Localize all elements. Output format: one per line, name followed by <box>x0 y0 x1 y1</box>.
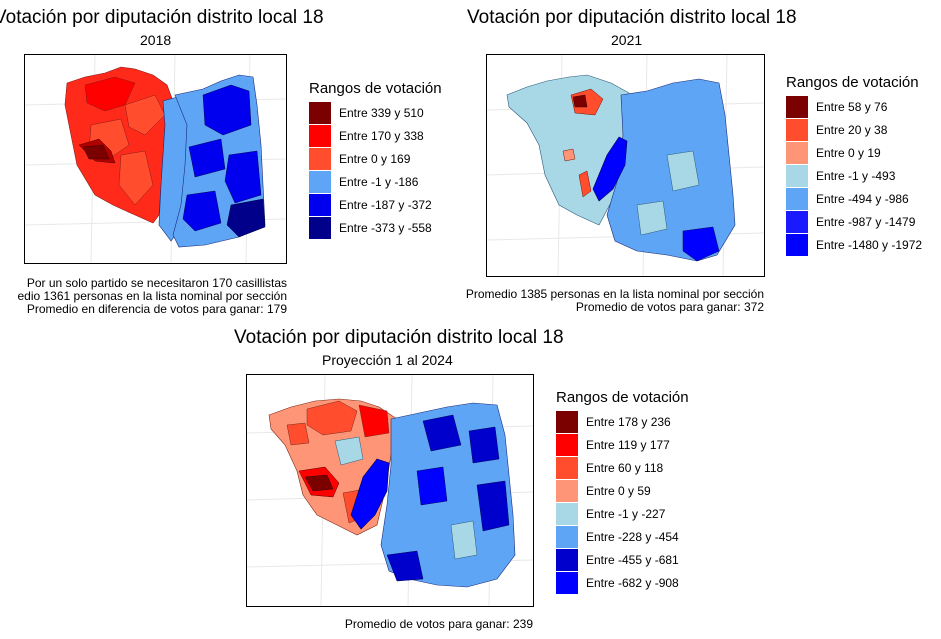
map-2018-caption-line: edio 1361 personas en la lista nominal p… <box>17 289 287 303</box>
map-2024-section <box>286 422 310 446</box>
legend-label: Entre 178 y 236 <box>586 415 671 429</box>
map-2018-title: Votación por diputación distrito local 1… <box>0 7 324 28</box>
map-2024-section <box>304 474 334 492</box>
legend-label: Entre 119 y 177 <box>586 438 670 452</box>
legend-label: Entre 339 y 510 <box>339 106 424 120</box>
map-2021-subtitle: 2021 <box>611 32 643 48</box>
map-2021-section <box>592 136 628 202</box>
map-2018-section <box>182 190 222 232</box>
map-2021-svg <box>487 55 764 276</box>
legend-label: Entre -682 y -908 <box>586 576 679 590</box>
legend-label: Entre -1480 y -1972 <box>816 238 923 252</box>
legend-swatch <box>786 165 808 187</box>
legend-label: Entre -373 y -558 <box>339 221 432 235</box>
map-2021-caption-line: Promedio de votos para ganar: 372 <box>575 300 764 314</box>
map-2018-section <box>118 150 154 206</box>
legend-label: Entre 0 y 169 <box>339 152 411 166</box>
map-2024-section <box>468 426 500 464</box>
map-2024-frame <box>246 374 534 607</box>
map-2024-legend-title: Rangos de votación <box>556 389 689 406</box>
map-2021-section <box>578 170 592 198</box>
legend-swatch <box>786 142 808 164</box>
legend-label: Entre 0 y 59 <box>586 484 651 498</box>
legend-swatch <box>309 102 331 124</box>
legend-swatch <box>556 526 578 548</box>
map-2018-legend-title: Rangos de votación <box>309 80 442 97</box>
legend-label: Entre 58 y 76 <box>816 100 888 114</box>
map-2021-section <box>636 200 668 236</box>
map-2024-caption-line: Promedio de votos para ganar: 239 <box>344 617 533 631</box>
legend-swatch <box>786 119 808 141</box>
map-2024-section <box>350 458 390 530</box>
map-2024-section <box>386 550 424 582</box>
map-2018-caption-line: Por un solo partido se necesitaron 170 c… <box>26 276 287 290</box>
map-2021-legend-title: Rangos de votación <box>786 74 919 91</box>
map-2024-section <box>334 436 364 466</box>
legend-swatch <box>786 188 808 210</box>
legend-label: Entre -1 y -227 <box>586 507 666 521</box>
map-2018-section <box>224 150 262 204</box>
map-2018-section <box>82 144 110 160</box>
map-2018-section <box>124 94 166 136</box>
legend-swatch <box>556 434 578 456</box>
map-2024-section <box>306 400 358 436</box>
map-2021-section <box>572 94 588 108</box>
map-2021-caption-line: Promedio 1385 personas en la lista nomin… <box>465 287 764 301</box>
legend-swatch <box>786 96 808 118</box>
map-2021-section <box>682 226 720 262</box>
map-2021-title: Votación por diputación distrito local 1… <box>467 7 797 28</box>
legend-label: Entre 20 y 38 <box>816 123 888 137</box>
legend-label: Entre 60 y 118 <box>586 461 664 475</box>
map-2021-section <box>562 148 576 162</box>
legend-swatch <box>556 480 578 502</box>
legend-label: Entre -1 y -186 <box>339 175 419 189</box>
map-2021-section <box>666 150 700 192</box>
map-2018-svg <box>25 55 286 263</box>
map-2024-svg <box>247 375 533 606</box>
legend-swatch <box>309 217 331 239</box>
map-2024-title: Votación por diputación distrito local 1… <box>234 327 564 348</box>
legend-label: Entre -228 y -454 <box>586 530 679 544</box>
legend-swatch <box>556 503 578 525</box>
map-2024-section <box>416 466 448 506</box>
map-2018-subtitle: 2018 <box>140 32 172 48</box>
legend-swatch <box>556 411 578 433</box>
map-2018-section <box>202 84 252 136</box>
map-2024-section <box>358 404 390 438</box>
map-2024-section <box>422 414 462 452</box>
legend-swatch <box>556 549 578 571</box>
legend-swatch <box>556 457 578 479</box>
map-2024-subtitle: Proyección 1 al 2024 <box>322 352 453 368</box>
legend-label: Entre -494 y -986 <box>816 192 909 206</box>
legend-swatch <box>309 171 331 193</box>
legend-label: Entre -455 y -681 <box>586 553 679 567</box>
legend-swatch <box>556 572 578 594</box>
legend-swatch <box>786 211 808 233</box>
map-2018-section <box>226 198 266 238</box>
legend-swatch <box>786 234 808 256</box>
legend-label: Entre 0 y 19 <box>816 146 881 160</box>
map-2021-frame <box>486 54 765 277</box>
legend-swatch <box>309 194 331 216</box>
legend-label: Entre -187 y -372 <box>339 198 432 212</box>
legend-swatch <box>309 125 331 147</box>
map-2024-section <box>476 480 510 532</box>
map-2024-section <box>450 520 478 560</box>
legend-label: Entre 170 y 338 <box>339 129 424 143</box>
map-2018-section <box>188 138 226 178</box>
legend-label: Entre -1 y -493 <box>816 169 896 183</box>
map-2018-caption-line: Promedio en diferencia de votos para gan… <box>26 302 287 316</box>
legend-swatch <box>309 148 331 170</box>
legend-label: Entre -987 y -1479 <box>816 215 916 229</box>
map-2021-section <box>570 88 604 116</box>
map-2018-frame <box>24 54 287 264</box>
